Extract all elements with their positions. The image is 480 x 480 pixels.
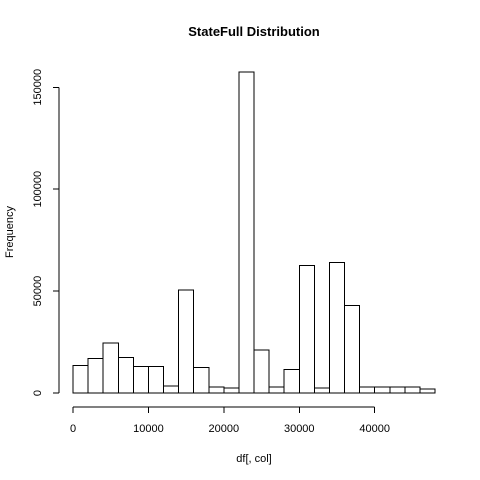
histogram-bar [313, 387, 330, 394]
y-axis: 0 50000 100000 150000 [32, 69, 60, 396]
y-tick-label: 0 [32, 390, 44, 396]
histogram-bar [268, 386, 285, 394]
x-tick-label: 0 [70, 423, 76, 435]
histogram-bar [72, 364, 89, 394]
histogram-bars [72, 71, 436, 394]
y-tick-label: 100000 [32, 171, 44, 208]
histogram-bar [238, 71, 255, 394]
histogram-bar [404, 386, 421, 394]
histogram-bar [193, 367, 210, 394]
histogram-bar [328, 262, 346, 394]
histogram-bar [132, 366, 149, 394]
histogram-bar [298, 265, 315, 394]
histogram-bar [102, 342, 119, 394]
histogram-bar [359, 386, 376, 394]
x-axis: 0 10000 20000 30000 40000 [70, 406, 390, 435]
x-tick-label: 10000 [133, 423, 164, 435]
chart-title: StateFull Distribution [188, 24, 320, 39]
histogram-bar [208, 386, 225, 394]
histogram-bar [344, 304, 361, 394]
x-axis-label: df[, col] [236, 453, 271, 465]
histogram-bar [117, 356, 134, 394]
histogram-bar [389, 386, 406, 394]
histogram-bar [147, 366, 164, 394]
histogram-bar [223, 387, 240, 394]
y-tick-label: 50000 [32, 276, 44, 307]
histogram-bar [87, 357, 104, 394]
y-axis-label: Frequency [4, 206, 16, 258]
histogram-bar [283, 369, 300, 394]
x-tick-label: 40000 [359, 423, 390, 435]
histogram-bar [163, 385, 180, 394]
x-tick-label: 30000 [284, 423, 315, 435]
histogram-bar [253, 349, 270, 394]
histogram-bar [419, 388, 436, 394]
x-tick-label: 20000 [209, 423, 240, 435]
y-tick-label: 150000 [32, 69, 44, 106]
histogram-bar [178, 289, 195, 394]
histogram-bar [374, 386, 391, 394]
